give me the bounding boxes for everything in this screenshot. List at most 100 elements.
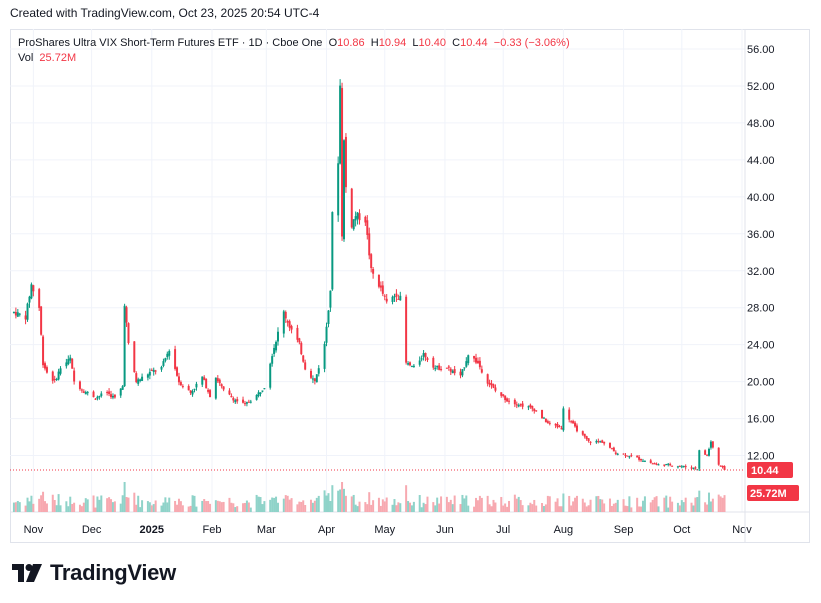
legend-low-value: 10.40 bbox=[418, 37, 447, 49]
candle-body bbox=[694, 467, 697, 469]
volume-bar bbox=[69, 496, 72, 512]
volume-bar bbox=[356, 506, 359, 512]
volume-bar bbox=[467, 505, 470, 512]
candle-body bbox=[490, 383, 493, 386]
candle-body bbox=[502, 394, 505, 396]
volume-bar bbox=[133, 492, 136, 512]
candle-body bbox=[26, 303, 29, 320]
volume-bar bbox=[506, 506, 509, 512]
candle-body bbox=[201, 376, 204, 385]
tradingview-logo[interactable]: TradingView bbox=[12, 560, 176, 586]
candle-body bbox=[478, 360, 481, 368]
volume-bar bbox=[113, 501, 116, 512]
volume-bar bbox=[53, 500, 56, 512]
candle-body bbox=[438, 365, 441, 370]
candle-body bbox=[585, 436, 588, 440]
volume-bar bbox=[663, 497, 666, 512]
candle-body bbox=[682, 465, 685, 467]
volume-bar bbox=[492, 499, 495, 512]
volume-bar bbox=[678, 505, 681, 512]
candle-body bbox=[358, 213, 361, 221]
candle-body bbox=[562, 408, 565, 431]
volume-bar bbox=[680, 500, 683, 512]
volume-bar bbox=[30, 495, 33, 512]
volume-bar bbox=[377, 497, 380, 512]
volume-bar bbox=[327, 493, 330, 512]
volume-bar bbox=[447, 502, 450, 512]
candle-body bbox=[372, 268, 375, 274]
volume-bar bbox=[488, 504, 491, 512]
y-tick-label: 20.00 bbox=[747, 377, 775, 389]
created-with-text: Created with TradingView.com, Oct 23, 20… bbox=[10, 6, 320, 20]
volume-bar bbox=[480, 497, 483, 512]
volume-bar bbox=[257, 496, 260, 512]
volume-bar bbox=[589, 499, 592, 512]
volume-bar bbox=[636, 497, 639, 512]
candle-body bbox=[628, 456, 631, 458]
volume-bar bbox=[544, 504, 547, 512]
volume-bar bbox=[329, 500, 332, 512]
volume-bar bbox=[166, 502, 169, 512]
candle-body bbox=[53, 378, 56, 380]
volume-bar bbox=[587, 505, 590, 512]
candle-body bbox=[574, 422, 577, 427]
candle-body bbox=[207, 389, 210, 392]
candle-body bbox=[18, 313, 21, 315]
candle-body bbox=[707, 448, 710, 456]
volume-bar bbox=[358, 501, 361, 512]
candle-body bbox=[412, 365, 415, 368]
candle-body bbox=[273, 347, 276, 354]
volume-bar bbox=[572, 501, 575, 512]
candle-body bbox=[640, 459, 643, 461]
candle-body bbox=[440, 369, 443, 371]
candle-body bbox=[649, 460, 652, 463]
volume-bar bbox=[191, 495, 194, 512]
candle-body bbox=[459, 371, 462, 376]
volume-bar bbox=[148, 502, 151, 512]
volume-bar bbox=[282, 498, 285, 512]
candle-body bbox=[717, 447, 720, 465]
candle-body bbox=[282, 311, 285, 334]
candle-body bbox=[420, 358, 423, 360]
candle-body bbox=[187, 386, 190, 391]
candle-body bbox=[558, 426, 561, 428]
volume-bar bbox=[709, 501, 712, 512]
volume-bar bbox=[519, 500, 522, 512]
candle-body bbox=[222, 386, 225, 390]
candle-body bbox=[599, 441, 602, 443]
volume-bar bbox=[207, 501, 210, 512]
x-tick-label: Sep bbox=[614, 524, 634, 536]
candle-body bbox=[541, 409, 544, 419]
legend-symbol[interactable]: ProShares Ultra VIX Short-Term Futures E… bbox=[18, 37, 323, 49]
candle-body bbox=[453, 369, 456, 374]
volume-bar bbox=[309, 499, 312, 512]
volume-bar bbox=[517, 496, 520, 512]
candle-body bbox=[614, 452, 617, 454]
candle-body bbox=[327, 310, 330, 325]
candle-body bbox=[284, 311, 287, 319]
volume-bar bbox=[193, 495, 196, 512]
volume-bar bbox=[187, 506, 190, 512]
candle-body bbox=[300, 342, 303, 355]
volume-bar bbox=[372, 500, 375, 512]
candle-body bbox=[96, 396, 99, 399]
candle-body bbox=[684, 466, 687, 468]
candle-body bbox=[698, 450, 701, 469]
candle-body bbox=[286, 321, 289, 323]
candle-body bbox=[476, 360, 479, 363]
candle-body bbox=[339, 85, 342, 164]
volume-bar bbox=[653, 497, 656, 512]
candle-body bbox=[313, 378, 316, 382]
volume-bar bbox=[669, 496, 672, 512]
price-chart[interactable]: 12.00 16.00 20.00 24.00 28.00 32.00 36.00 40.00… bbox=[10, 29, 810, 543]
candle-body bbox=[304, 362, 307, 370]
volume-bar bbox=[65, 501, 68, 512]
candle-body bbox=[535, 410, 538, 412]
volume-bar bbox=[568, 495, 571, 512]
volume-bar bbox=[665, 495, 668, 512]
candle-body bbox=[610, 448, 613, 450]
candle-body bbox=[261, 390, 264, 392]
volume-bar bbox=[100, 495, 103, 512]
volume-bar bbox=[461, 494, 464, 512]
volume-bar bbox=[641, 500, 644, 512]
